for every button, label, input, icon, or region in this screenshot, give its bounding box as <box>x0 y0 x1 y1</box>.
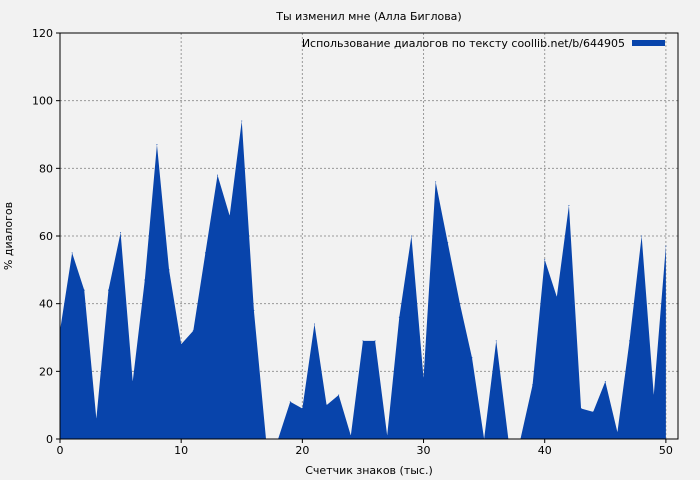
data-point <box>217 174 219 176</box>
data-point <box>653 394 655 396</box>
data-point <box>604 380 606 382</box>
data-point <box>471 357 473 359</box>
data-point <box>386 435 388 437</box>
data-point <box>192 330 194 332</box>
data-point <box>495 340 497 342</box>
y-axis-title: % диалогов <box>2 202 15 270</box>
data-point <box>665 245 667 247</box>
y-tick-label: 80 <box>39 162 53 175</box>
data-point <box>459 303 461 305</box>
data-point <box>156 144 158 146</box>
data-point <box>544 259 546 261</box>
data-point <box>362 340 364 342</box>
data-point <box>374 340 376 342</box>
data-point <box>556 296 558 298</box>
data-point <box>132 380 134 382</box>
ticks: 0 10 20 30 40 50 0 20 40 60 80 100 120 <box>32 27 673 457</box>
x-tick-label: 0 <box>57 444 64 457</box>
data-point <box>180 343 182 345</box>
data-point <box>435 181 437 183</box>
data-point <box>95 418 97 420</box>
data-point <box>350 435 352 437</box>
data-point <box>532 384 534 386</box>
x-tick-label: 50 <box>659 444 673 457</box>
x-axis-title: Счетчик знаков (тыс.) <box>305 464 433 477</box>
chart-title: Ты изменил мне (Алла Биглова) <box>275 10 461 23</box>
data-point <box>641 235 643 237</box>
data-point <box>629 340 631 342</box>
data-point <box>410 235 412 237</box>
data-point <box>83 289 85 291</box>
data-point <box>616 431 618 433</box>
y-tick-label: 0 <box>46 433 53 446</box>
y-tick-label: 60 <box>39 230 53 243</box>
data-point <box>107 289 109 291</box>
x-tick-label: 40 <box>538 444 552 457</box>
data-point <box>301 408 303 410</box>
area-layer <box>59 120 667 440</box>
y-tick-label: 20 <box>39 365 53 378</box>
data-point <box>168 269 170 271</box>
legend-swatch <box>632 40 665 46</box>
data-point <box>580 408 582 410</box>
x-tick-label: 30 <box>417 444 431 457</box>
y-tick-label: 40 <box>39 298 53 311</box>
data-point <box>120 232 122 234</box>
legend: Использование диалогов по тексту coollib… <box>302 37 665 50</box>
area-series <box>60 120 666 439</box>
y-tick-label: 120 <box>32 27 53 40</box>
data-point <box>338 394 340 396</box>
data-point <box>71 252 73 254</box>
data-point <box>289 401 291 403</box>
data-point <box>447 242 449 244</box>
data-point <box>241 120 243 122</box>
x-tick-label: 10 <box>174 444 188 457</box>
y-tick-label: 100 <box>32 95 53 108</box>
data-point <box>568 205 570 207</box>
data-point <box>398 316 400 318</box>
data-point <box>144 279 146 281</box>
legend-label: Использование диалогов по тексту coollib… <box>302 37 625 50</box>
data-point <box>423 377 425 379</box>
data-point <box>253 309 255 311</box>
x-tick-label: 20 <box>295 444 309 457</box>
data-point <box>313 323 315 325</box>
data-point <box>204 252 206 254</box>
data-point <box>326 404 328 406</box>
data-point <box>229 215 231 217</box>
data-point <box>592 411 594 413</box>
